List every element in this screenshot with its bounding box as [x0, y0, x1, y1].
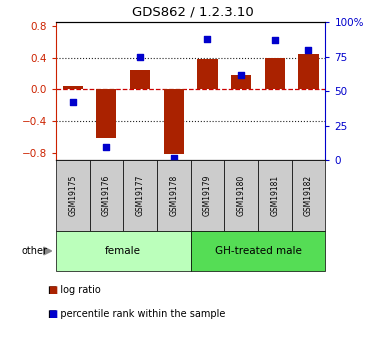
Point [204, 36, 211, 42]
Bar [265, 58, 285, 89]
Bar [130, 70, 150, 89]
Text: other: other [21, 246, 47, 256]
Point [171, 155, 177, 160]
Text: GSM19180: GSM19180 [237, 175, 246, 216]
Point [103, 144, 109, 149]
Text: GDS862 / 1.2.3.10: GDS862 / 1.2.3.10 [132, 5, 253, 18]
Text: ■ log ratio: ■ log ratio [48, 285, 101, 295]
Bar [96, 89, 116, 138]
Point [70, 100, 76, 105]
Text: GSM19175: GSM19175 [68, 175, 77, 216]
Text: ■: ■ [48, 285, 57, 295]
Bar [164, 89, 184, 154]
Point [272, 38, 278, 43]
Text: GSM19182: GSM19182 [304, 175, 313, 216]
Bar [191, 160, 224, 231]
Bar [298, 54, 318, 89]
Bar [292, 160, 325, 231]
Bar [191, 231, 325, 271]
Point [137, 54, 143, 60]
Text: GSM19177: GSM19177 [136, 175, 144, 216]
Bar [258, 160, 292, 231]
Text: GSM19178: GSM19178 [169, 175, 178, 216]
Bar [224, 160, 258, 231]
Text: GSM19181: GSM19181 [270, 175, 279, 216]
Text: GSM19179: GSM19179 [203, 175, 212, 216]
Bar [197, 59, 218, 89]
Bar [231, 75, 251, 89]
Text: GSM19176: GSM19176 [102, 175, 111, 216]
Bar [56, 160, 89, 231]
Text: ■: ■ [48, 309, 57, 319]
Text: ■ percentile rank within the sample: ■ percentile rank within the sample [48, 309, 226, 319]
Bar [123, 160, 157, 231]
Bar [89, 160, 123, 231]
Point [238, 72, 244, 78]
Text: GH-treated male: GH-treated male [214, 246, 301, 256]
Point [305, 47, 311, 53]
Bar [56, 231, 191, 271]
Bar [157, 160, 191, 231]
Bar [62, 86, 83, 89]
Text: female: female [105, 246, 141, 256]
